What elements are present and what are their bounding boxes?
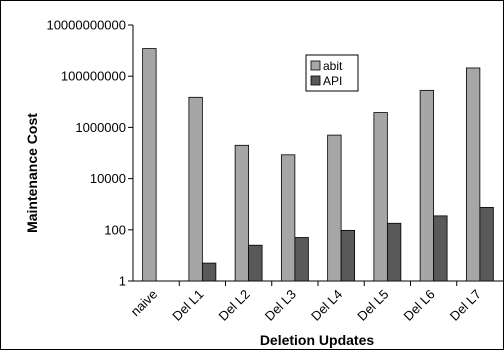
legend-swatch-api [310, 75, 321, 86]
y-tick-label: 100 [104, 222, 126, 237]
bar-api-del-l6 [433, 215, 448, 282]
legend-swatch-abit [310, 60, 321, 71]
bar-abit-del-l7 [465, 67, 481, 282]
bar-api-del-l1 [201, 262, 217, 282]
x-axis-title: Deletion Updates [260, 332, 375, 348]
bar-api-del-l5 [386, 222, 402, 282]
legend-label-api: API [323, 74, 342, 88]
bar-abit-del-l2 [234, 144, 250, 282]
plot-area [132, 25, 503, 282]
bar-api-del-l7 [479, 206, 494, 282]
bars [142, 48, 494, 282]
bar-abit-naive [142, 48, 157, 282]
y-tick-label: 10000000000 [46, 18, 126, 33]
y-tick-label: 100000000 [61, 69, 126, 84]
y-tick-label: 1 [119, 274, 126, 289]
y-tick-label: 10000 [90, 171, 126, 186]
bar-abit-del-l3 [280, 154, 296, 282]
legend-label-abit: abit [323, 59, 343, 73]
bar-api-del-l3 [294, 237, 309, 282]
bar-abit-del-l6 [419, 89, 435, 282]
y-axis-title: Maintenance Cost [24, 113, 40, 233]
bar-abit-del-l4 [327, 134, 342, 282]
y-axis-ticks: 10000000000 100000000 1000000 10000 100 1 [46, 18, 133, 289]
bar-abit-del-l5 [373, 112, 388, 282]
bar-api-del-l4 [340, 229, 356, 282]
y-tick-label: 1000000 [75, 120, 126, 135]
bar-abit-del-l1 [188, 96, 203, 282]
bar-api-del-l2 [248, 244, 263, 282]
